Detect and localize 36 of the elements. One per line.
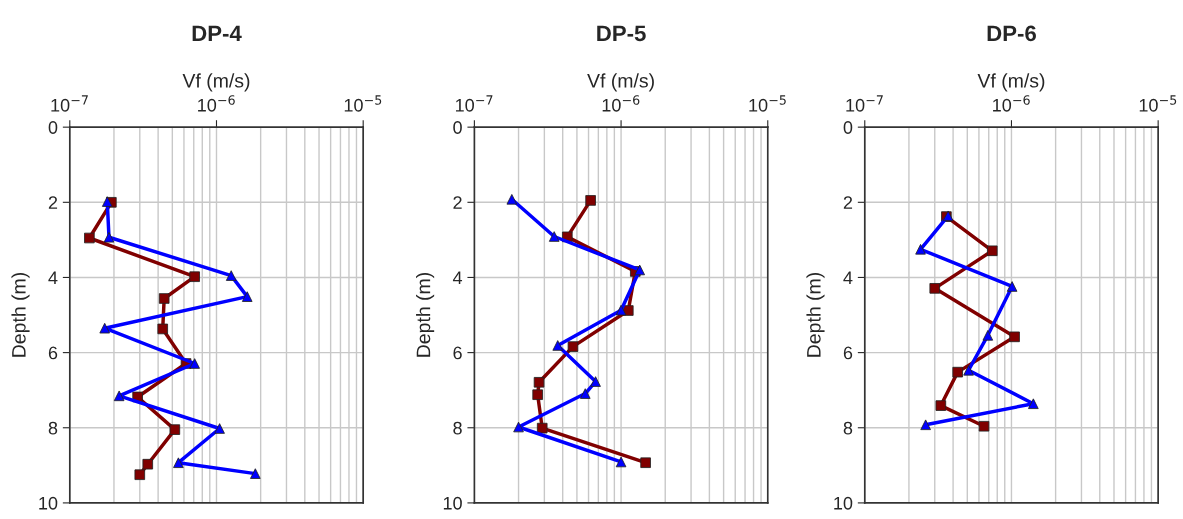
y-tick-label: 0 bbox=[48, 121, 58, 134]
x-tick-label: 10$^{−5}$ bbox=[1139, 95, 1177, 112]
y-tick-label: 4 bbox=[843, 271, 853, 284]
y-tick-label: 6 bbox=[48, 346, 58, 360]
y-tick-label: 0 bbox=[843, 121, 853, 134]
y-tick-label: 10 bbox=[443, 496, 462, 510]
x-tick-label: 10$^{−6}$ bbox=[198, 95, 235, 112]
chart-title: DP-5 bbox=[597, 25, 646, 42]
x-tick-label: 10$^{−7}$ bbox=[846, 95, 883, 112]
x-axis-title: Vf (m/s) bbox=[587, 73, 654, 92]
y-tick-label: 4 bbox=[452, 271, 463, 284]
chart-title: DP-4 bbox=[192, 25, 242, 42]
y-tick-label: 10 bbox=[834, 496, 853, 510]
x-tick-label: 10$^{−7}$ bbox=[455, 95, 493, 112]
x-axis-title: Vf (m/s) bbox=[182, 73, 250, 92]
x-tick-label: 10$^{−6}$ bbox=[993, 95, 1030, 112]
chart-title: DP-6 bbox=[987, 25, 1036, 42]
x-axis-title: Vf (m/s) bbox=[977, 73, 1045, 92]
y-tick-label: 4 bbox=[48, 271, 58, 284]
y-tick-label: 8 bbox=[48, 421, 58, 435]
y-tick-label: 2 bbox=[843, 196, 853, 209]
x-tick-label: 10$^{−5}$ bbox=[344, 95, 382, 112]
y-tick-label: 10 bbox=[39, 496, 58, 510]
y-tick-label: 0 bbox=[453, 121, 462, 134]
y-tick-label: 8 bbox=[453, 421, 462, 435]
y-tick-label: 2 bbox=[48, 196, 58, 209]
x-tick-label: 10$^{−5}$ bbox=[749, 95, 786, 112]
y-axis-title: Depth (m) bbox=[806, 273, 825, 357]
y-tick-label: 8 bbox=[843, 421, 853, 435]
y-tick-label: 6 bbox=[453, 346, 462, 360]
y-axis-title: Depth (m) bbox=[11, 273, 30, 357]
y-tick-label: 6 bbox=[843, 346, 853, 360]
y-tick-label: 2 bbox=[453, 196, 462, 209]
x-tick-label: 10$^{−7}$ bbox=[51, 95, 88, 112]
x-tick-label: 10$^{−6}$ bbox=[602, 95, 640, 112]
y-axis-title: Depth (m) bbox=[416, 273, 435, 357]
